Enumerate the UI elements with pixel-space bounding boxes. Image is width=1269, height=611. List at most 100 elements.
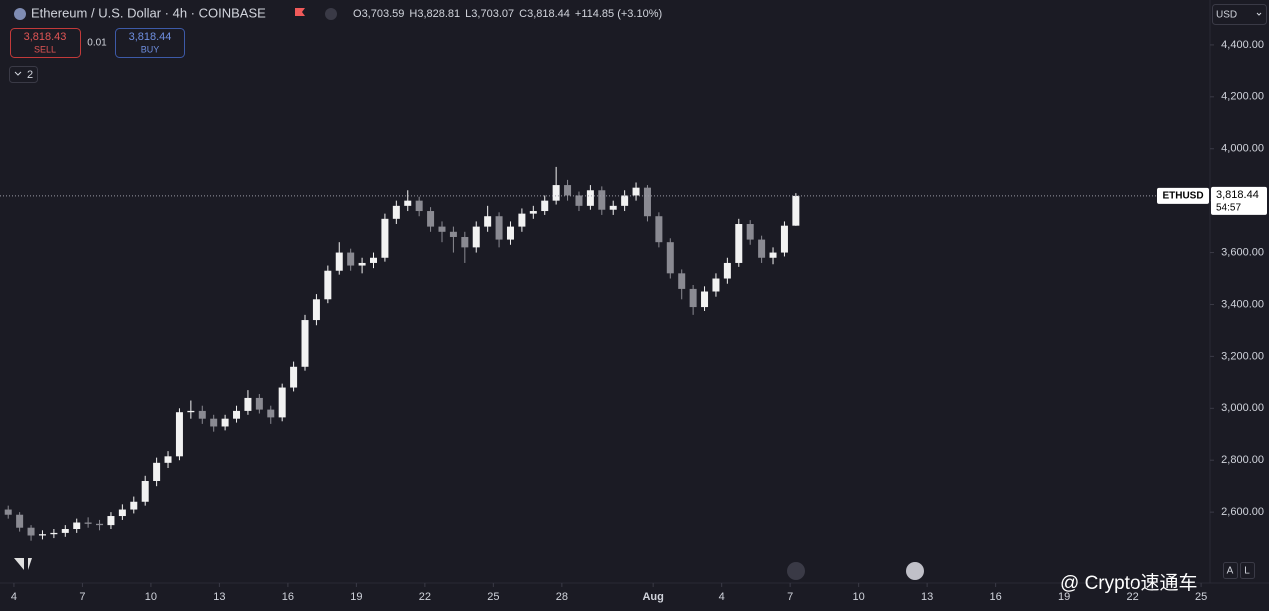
candle-body — [564, 185, 572, 196]
candle-body — [61, 529, 69, 533]
candle-body — [712, 278, 720, 292]
price-label: 3,818.44 — [1216, 189, 1259, 201]
y-tick-label: 3,400.00 — [1221, 298, 1264, 310]
y-tick-label: 3,600.00 — [1221, 246, 1264, 258]
candle-body — [164, 456, 172, 463]
flag-badge[interactable] — [906, 562, 924, 580]
candle-body — [632, 187, 640, 196]
candle-body — [233, 410, 241, 419]
candle-body — [324, 270, 332, 300]
candle-body — [643, 187, 651, 217]
candle-body — [73, 522, 81, 530]
log-label: L — [1244, 566, 1250, 577]
y-tick-label: 4,400.00 — [1221, 39, 1264, 51]
value: 3,818.44 — [527, 8, 570, 20]
buy-label: BUY — [141, 44, 160, 54]
label: O — [353, 8, 362, 20]
candle-body — [484, 216, 492, 227]
candle-body — [175, 412, 183, 457]
candle-body — [780, 225, 788, 253]
candle-body — [335, 252, 343, 271]
candle-body — [769, 252, 777, 258]
watermark: @ Crypto速通车 — [1060, 572, 1198, 594]
candle-body — [792, 195, 800, 226]
indicators-toggle[interactable] — [9, 66, 38, 83]
buy-price: 3,818.44 — [129, 31, 172, 43]
candle-body — [370, 257, 378, 263]
sell-button[interactable] — [10, 28, 81, 58]
candle-body — [666, 242, 674, 274]
countdown: 54:57 — [1216, 203, 1241, 214]
label: H — [409, 8, 417, 20]
candle-body — [438, 226, 446, 232]
candle-body — [472, 226, 480, 248]
candle-body — [50, 532, 58, 535]
sell-label: SELL — [34, 44, 56, 54]
candle-body — [735, 224, 743, 263]
symbol-label: ETHUSD — [1162, 191, 1203, 202]
candle-body — [278, 387, 286, 418]
candle-body — [267, 409, 275, 418]
y-tick-label: 2,600.00 — [1221, 506, 1264, 518]
candle-body — [415, 200, 423, 212]
candle-body — [552, 185, 560, 201]
candle-body — [381, 218, 389, 258]
y-tick-label: 2,800.00 — [1221, 454, 1264, 466]
candle-body — [541, 200, 549, 212]
tv-logo — [14, 558, 32, 570]
x-tick-label: 25 — [487, 591, 499, 603]
value: 3,703.07 — [471, 8, 514, 20]
candle-body — [301, 320, 309, 367]
chevron — [14, 71, 22, 76]
x-tick-label: 19 — [350, 591, 362, 603]
candle-body — [198, 410, 206, 419]
candle-body — [16, 514, 24, 528]
candle-body — [347, 252, 355, 266]
spread: 0.01 — [87, 38, 107, 49]
auto-label: A — [1227, 566, 1234, 577]
log-button[interactable] — [1240, 562, 1255, 579]
candle-body — [244, 397, 252, 411]
x-tick-label: 13 — [921, 591, 933, 603]
candle-body — [518, 213, 526, 227]
x-tick-label: 10 — [853, 591, 865, 603]
auto-button[interactable] — [1223, 562, 1238, 579]
candle-body — [210, 418, 218, 427]
y-tick-label: 4,200.00 — [1221, 91, 1264, 103]
x-tick-label: 7 — [787, 591, 793, 603]
candle-body — [392, 205, 400, 219]
buy-button[interactable] — [115, 28, 185, 58]
candle-body — [107, 516, 115, 526]
replay-icon[interactable] — [787, 562, 805, 580]
candle-body — [758, 239, 766, 258]
x-tick-label: Aug — [642, 591, 663, 603]
candle-body — [84, 522, 92, 524]
coin-icon — [14, 8, 26, 20]
candle-body — [621, 195, 629, 206]
candle-body — [449, 231, 457, 237]
candle-body — [529, 211, 537, 214]
change: +114.85 (+3.10%) — [575, 8, 662, 20]
symbol-box — [1157, 187, 1209, 204]
eye-icon — [325, 8, 337, 20]
candle-body — [427, 211, 435, 227]
y-tick-label: 4,000.00 — [1221, 143, 1264, 155]
x-tick-label: 22 — [419, 591, 431, 603]
x-tick-label: 19 — [1058, 591, 1070, 603]
candle-body — [96, 523, 104, 526]
candle-body — [153, 462, 161, 481]
x-tick-label: 16 — [989, 591, 1001, 603]
x-tick-label: 13 — [213, 591, 225, 603]
currency: USD — [1216, 10, 1237, 21]
x-tick-label: 7 — [79, 591, 85, 603]
flag-icon — [295, 8, 305, 16]
candle-body — [586, 190, 594, 206]
candle-body — [678, 273, 686, 289]
currency-select[interactable] — [1212, 4, 1267, 25]
candle-body — [118, 509, 126, 517]
candle-body — [701, 291, 709, 308]
candle-body — [689, 288, 697, 308]
x-tick-label: 16 — [282, 591, 294, 603]
